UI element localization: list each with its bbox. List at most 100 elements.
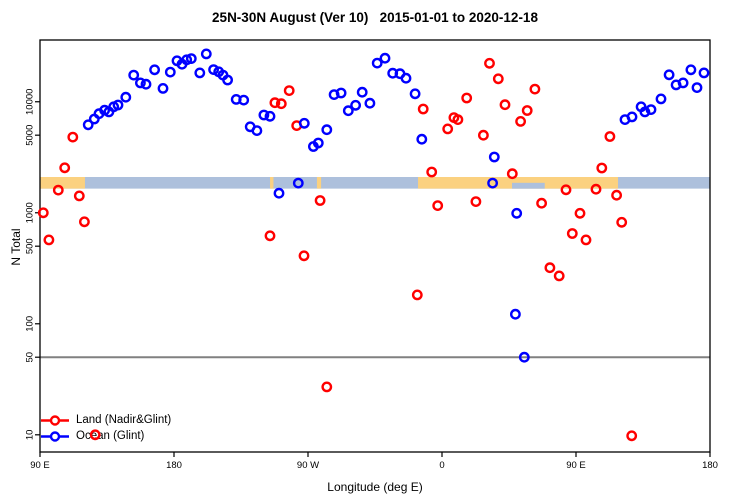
ocean-point	[238, 94, 250, 106]
land-point	[492, 73, 504, 85]
land-point	[452, 114, 464, 126]
ocean-point	[181, 54, 193, 66]
ocean-point	[321, 124, 333, 136]
ocean-point	[88, 113, 100, 125]
land-point	[264, 230, 276, 242]
ocean-point	[157, 83, 169, 94]
ocean-point	[120, 91, 132, 103]
ocean-point	[200, 48, 212, 60]
y-axis-label: N Total	[9, 228, 23, 266]
ocean-point	[128, 69, 140, 81]
ocean-point	[99, 104, 111, 116]
ocean-point	[488, 151, 500, 163]
ocean-point	[677, 77, 689, 89]
land-point	[269, 97, 281, 109]
land-band-segment	[316, 177, 322, 189]
ocean-point	[409, 88, 421, 100]
ocean-band-segment	[40, 177, 710, 189]
land-point	[411, 289, 423, 301]
ocean-point	[185, 53, 197, 64]
ocean-point	[134, 77, 146, 89]
ocean-point	[213, 66, 225, 78]
ocean-point	[335, 87, 347, 99]
land-point	[611, 189, 622, 201]
ocean-point	[510, 308, 521, 320]
land-point	[321, 381, 333, 393]
legend-label-ocean: Ocean (Glint)	[76, 430, 145, 442]
chart-title: 25N-30N August (Ver 10) 2015-01-01 to 20…	[212, 10, 538, 25]
ocean-point	[663, 69, 675, 81]
x-tick-label: 90 E	[30, 460, 50, 471]
land-point	[506, 168, 518, 180]
land-point	[604, 131, 616, 142]
ocean-point	[626, 111, 638, 123]
ocean-point	[208, 64, 220, 76]
land-point	[417, 103, 429, 115]
land-point	[574, 207, 586, 219]
land-point	[580, 234, 592, 246]
y-tick-label: 500	[25, 238, 36, 254]
ocean-point	[258, 109, 270, 121]
ocean-point	[342, 105, 354, 117]
ocean-point	[230, 94, 242, 105]
ocean-point	[103, 106, 115, 118]
land-point	[566, 228, 578, 239]
legend-label-land: Land (Nadir&Glint)	[76, 414, 172, 426]
ocean-point	[364, 97, 376, 109]
x-tick-label: 180	[702, 460, 718, 471]
plot-border	[39, 39, 711, 453]
ocean-point	[176, 58, 188, 70]
ocean-point	[698, 67, 710, 79]
ocean-point	[194, 67, 206, 79]
ocean-point	[264, 110, 276, 122]
land-band-segment	[40, 177, 85, 189]
ocean-point	[371, 57, 383, 69]
ocean-point	[171, 55, 183, 67]
ocean-point	[312, 137, 324, 149]
land-point	[590, 183, 602, 195]
land-point	[521, 105, 533, 116]
land-point	[43, 234, 55, 246]
land-point	[616, 216, 628, 228]
ocean-point	[645, 104, 657, 116]
ocean-point	[108, 101, 120, 113]
ocean-point	[639, 106, 651, 118]
ocean-point	[655, 93, 667, 105]
ocean-point	[164, 66, 176, 78]
land-point	[79, 216, 90, 228]
land-point	[314, 195, 326, 206]
land-band-segment	[418, 177, 618, 189]
land-point	[448, 112, 460, 124]
land-point	[67, 131, 79, 143]
ocean-point	[140, 78, 152, 90]
ocean-point	[379, 52, 391, 64]
land-point	[461, 92, 473, 104]
land-point	[298, 250, 310, 262]
land-band-segment	[270, 177, 274, 189]
ocean-point	[251, 125, 263, 137]
ocean-point	[400, 72, 412, 84]
ocean-point	[217, 69, 229, 81]
land-point	[553, 270, 565, 282]
land-point	[477, 129, 489, 141]
ocean-point	[685, 64, 697, 76]
land-point	[529, 83, 541, 95]
land-point	[283, 85, 295, 97]
ocean-point	[511, 207, 523, 219]
legend-land-symbol	[49, 415, 61, 426]
land-point	[442, 123, 454, 135]
ocean-point	[356, 86, 368, 98]
ocean-point	[328, 89, 340, 101]
x-tick-label: 180	[166, 460, 182, 471]
y-tick-label: 5000	[25, 125, 36, 146]
ocean-band-notch	[511, 182, 545, 189]
x-axis-label: Longitude (deg E)	[327, 480, 423, 494]
ocean-point	[307, 141, 319, 152]
land-point	[275, 98, 287, 110]
ocean-point	[670, 79, 682, 91]
y-tick-label: 1000	[25, 202, 36, 223]
ocean-point	[691, 82, 703, 94]
land-point	[544, 262, 556, 274]
ocean-point	[82, 119, 94, 131]
ocean-point	[93, 108, 105, 120]
